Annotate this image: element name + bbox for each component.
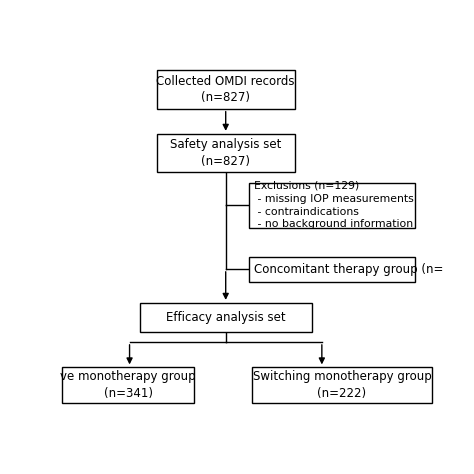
Text: Efficacy analysis set: Efficacy analysis set <box>166 310 285 324</box>
Text: Concomitant therapy group (n=: Concomitant therapy group (n= <box>254 263 443 276</box>
FancyBboxPatch shape <box>62 367 194 402</box>
FancyBboxPatch shape <box>249 256 415 282</box>
Text: Exclusions (n=129)
 - missing IOP measurements
 - contraindications
 - no backgr: Exclusions (n=129) - missing IOP measure… <box>254 181 414 229</box>
FancyBboxPatch shape <box>252 367 432 402</box>
FancyBboxPatch shape <box>157 134 294 172</box>
FancyBboxPatch shape <box>140 303 312 332</box>
Text: Safety analysis set
(n=827): Safety analysis set (n=827) <box>170 138 282 168</box>
FancyBboxPatch shape <box>157 70 294 109</box>
Text: ve monotherapy group
(n=341): ve monotherapy group (n=341) <box>60 370 196 400</box>
Text: Switching monotherapy group
(n=222): Switching monotherapy group (n=222) <box>253 370 431 400</box>
FancyBboxPatch shape <box>249 182 415 228</box>
Text: Collected OMDI records
(n=827): Collected OMDI records (n=827) <box>156 75 295 104</box>
